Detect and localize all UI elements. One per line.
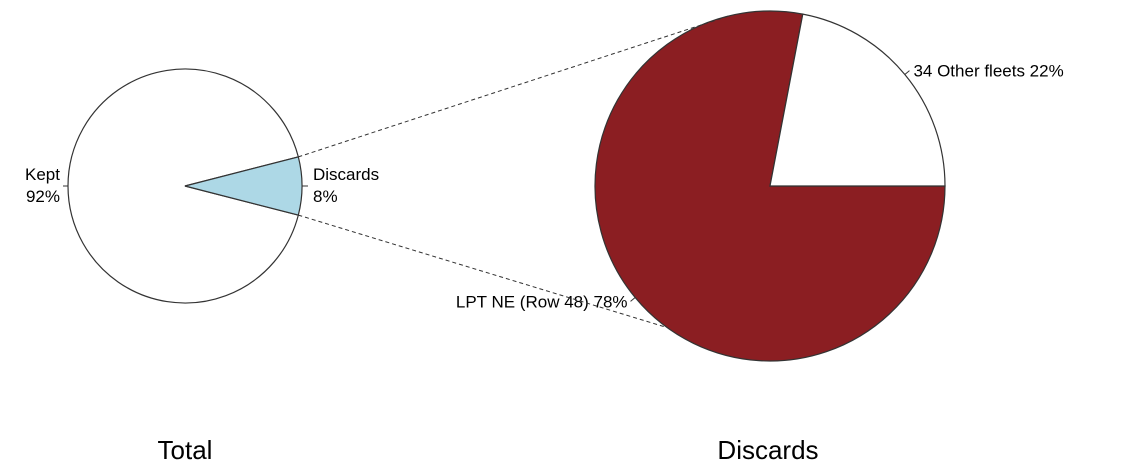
slice-discards: [184, 156, 303, 216]
lpt-label: LPT NE (Row 48) 78%: [456, 292, 628, 311]
connector-line-bottom: [298, 214, 668, 329]
other-fleets-label-tick: [904, 70, 910, 75]
kept-percent: 92%: [26, 187, 60, 206]
connector-line-top: [298, 15, 730, 158]
discards-pie-title: Discards: [717, 435, 818, 465]
total-pie-title: Total: [158, 435, 213, 465]
discards-label: Discards: [313, 165, 379, 184]
lpt-label-tick: [630, 297, 636, 302]
discards-percent: 8%: [313, 187, 338, 206]
other-fleets-label: 34 Other fleets 22%: [913, 62, 1063, 81]
kept-label: Kept: [25, 165, 60, 184]
